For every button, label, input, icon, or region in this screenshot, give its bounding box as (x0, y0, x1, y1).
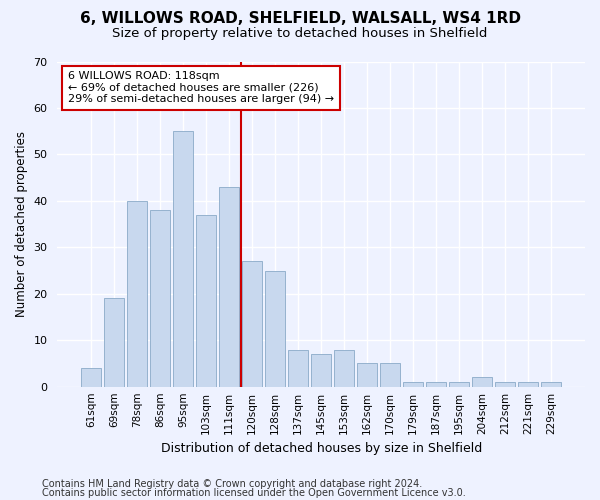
Bar (403, 382, 423, 386)
Text: Contains HM Land Registry data © Crown copyright and database right 2024.: Contains HM Land Registry data © Crown c… (42, 479, 422, 489)
Text: 6 WILLOWS ROAD: 118sqm
← 69% of detached houses are smaller (226)
29% of semi-de: 6 WILLOWS ROAD: 118sqm ← 69% of detached… (68, 72, 334, 104)
Bar (427, 382, 446, 386)
Bar (334, 350, 354, 387)
Bar (220, 187, 239, 386)
Bar (289, 350, 308, 387)
Bar (449, 382, 469, 386)
Bar (311, 354, 331, 386)
Bar (127, 201, 147, 386)
Bar (151, 210, 170, 386)
Y-axis label: Number of detached properties: Number of detached properties (15, 131, 28, 317)
Bar (265, 270, 285, 386)
Bar (472, 378, 492, 386)
Text: 6, WILLOWS ROAD, SHELFIELD, WALSALL, WS4 1RD: 6, WILLOWS ROAD, SHELFIELD, WALSALL, WS4… (79, 11, 521, 26)
Bar (242, 262, 262, 386)
Bar (541, 382, 561, 386)
Text: Contains public sector information licensed under the Open Government Licence v3: Contains public sector information licen… (42, 488, 466, 498)
Bar (196, 215, 216, 386)
Bar (358, 364, 377, 386)
Text: Size of property relative to detached houses in Shelfield: Size of property relative to detached ho… (112, 28, 488, 40)
Bar (496, 382, 515, 386)
Bar (173, 131, 193, 386)
Bar (82, 368, 101, 386)
Bar (104, 298, 124, 386)
X-axis label: Distribution of detached houses by size in Shelfield: Distribution of detached houses by size … (161, 442, 482, 455)
Bar (518, 382, 538, 386)
Bar (380, 364, 400, 386)
